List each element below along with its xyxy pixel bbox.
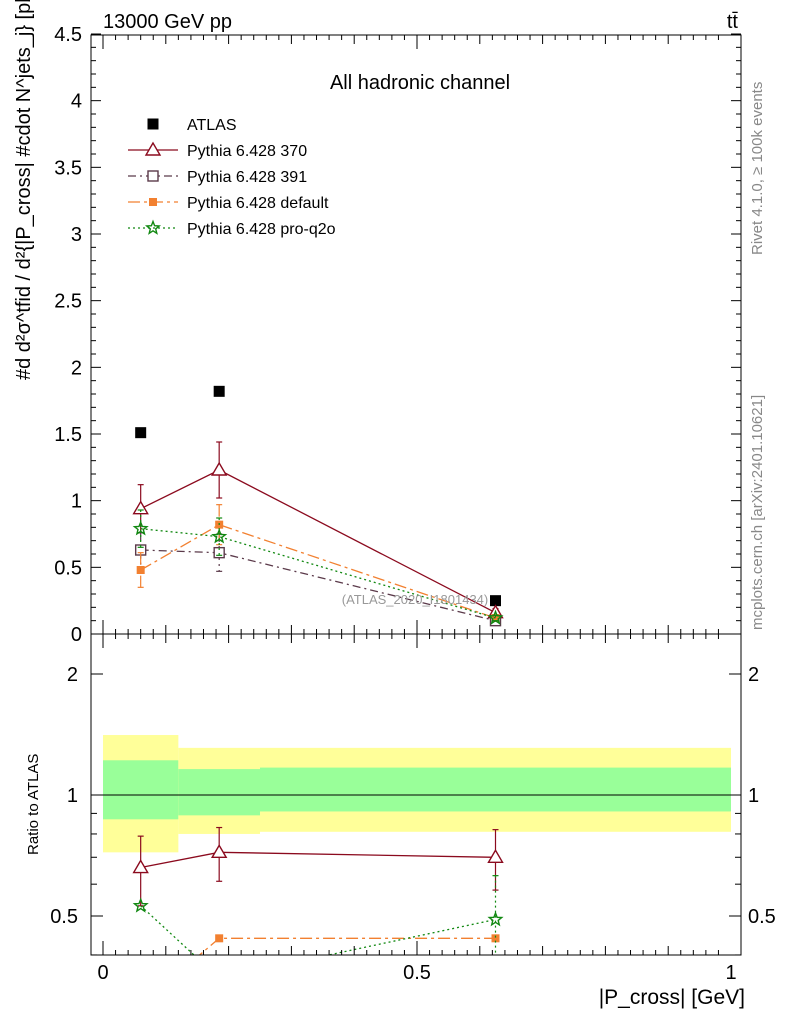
legend-label-pdefault: Pythia 6.428 default — [187, 195, 329, 212]
ratio-y-axis-label: Ratio to ATLAS — [25, 754, 42, 855]
ratio-point-p391 — [491, 964, 501, 974]
main-series-pq2o — [132, 509, 504, 625]
ratio-point-pq2o — [132, 897, 149, 913]
rivet-version-text: Rivet 4.1.0, ≥ 100k events — [749, 82, 766, 255]
ratio-point-pq2o — [213, 972, 225, 984]
main-y-axis-label-text: #d d²σ^tfid / d²{|P_cross| #cdot N^jets_… — [13, 0, 35, 380]
ratio-series-pq2o — [132, 875, 504, 984]
ratio-series-pdefault — [137, 934, 500, 1009]
main-point-p370 — [210, 461, 228, 476]
x-axis-label: |P_cross| [GeV] — [599, 986, 745, 1009]
main-point-pq2o — [211, 528, 228, 544]
ratio-band-inner — [103, 760, 179, 820]
legend-marker-pdefault — [149, 198, 157, 206]
ratio-line-pq2o — [140, 905, 496, 955]
ratio-uncertainty-bands — [103, 735, 731, 853]
main-line-pq2o — [140, 528, 496, 619]
mcplots-credit-text: mcplots.cern.ch [arXiv:2401.10621] — [749, 395, 766, 630]
legend-entry-pdefault: Pythia 6.428 default — [128, 195, 329, 212]
legend-label-p391: Pythia 6.428 391 — [187, 169, 307, 186]
ratio-y-tick-label-right: 1 — [748, 785, 759, 807]
legend-marker-p370 — [144, 141, 162, 156]
channel-title: All hadronic channel — [330, 72, 510, 94]
ratio-y-tick-label: 2 — [67, 664, 78, 686]
legend-label-atlas: ATLAS — [187, 117, 237, 134]
main-y-tick-label: 2 — [71, 357, 82, 379]
legend-marker-atlas — [147, 118, 159, 130]
legend-entry-pq2o: Pythia 6.428 pro-q2o — [128, 219, 336, 238]
main-y-tick-label: 1.5 — [54, 424, 82, 446]
ratio-point-p370 — [210, 843, 228, 859]
main-point-pq2o — [132, 520, 149, 536]
ratio-y-tick-label: 0.5 — [50, 906, 78, 928]
analysis-watermark: (ATLAS_2020_I1801434) — [342, 592, 488, 607]
ratio-line-p391 — [141, 969, 496, 989]
ratio-x-tick-label: 1 — [725, 962, 736, 984]
ratio-point-pq2o — [487, 910, 504, 927]
ratio-point-pdefault — [215, 934, 224, 943]
main-y-tick-label-zero: 0 — [71, 624, 82, 646]
main-y-tick-label: 4.5 — [54, 24, 82, 46]
main-point-pq2o — [487, 609, 504, 625]
main-y-tick-label: 4 — [71, 91, 82, 113]
main-point-atlas — [135, 427, 147, 439]
ratio-point-pdefault — [491, 934, 500, 943]
ratio-point-p370 — [487, 848, 504, 863]
ratio-point-p391 — [214, 984, 224, 994]
legend-label-pq2o: Pythia 6.428 pro-q2o — [187, 221, 336, 238]
main-y-tick-label: 3 — [71, 224, 82, 246]
main-point-pdefault — [136, 566, 145, 574]
main-point-atlas — [490, 595, 501, 607]
legend-entry-atlas: ATLAS — [147, 117, 237, 134]
main-y-tick-label: 0.5 — [54, 557, 82, 579]
ratio-band-inner — [260, 767, 731, 812]
process-label: tt̄ — [727, 11, 739, 33]
ratio-plot-series — [132, 826, 504, 1009]
main-series-p391 — [134, 532, 502, 627]
legend-entry-p391: Pythia 6.428 391 — [128, 169, 307, 186]
main-line-pdefault — [140, 523, 496, 619]
ratio-line-pdefault — [198, 937, 496, 955]
main-point-p370 — [132, 500, 149, 515]
ratio-series-p391 — [136, 964, 501, 994]
ratio-y-tick-label-right: 2 — [748, 664, 759, 686]
energy-label: 13000 GeV pp — [103, 11, 232, 33]
legend: ATLAS Pythia 6.428 370 Pythia 6.428 391 Pyt… — [128, 117, 336, 238]
main-y-tick-label: 2.5 — [54, 291, 82, 313]
main-y-tick-label: 3.5 — [54, 157, 82, 179]
ratio-series-p370 — [132, 826, 504, 907]
main-point-p391 — [213, 546, 225, 559]
legend-label-p370: Pythia 6.428 370 — [187, 143, 307, 160]
ratio-x-tick-label: 0.5 — [403, 962, 431, 984]
legend-marker-pq2o — [144, 219, 162, 235]
ratio-y-tick-label-right: 0.5 — [748, 906, 776, 928]
ratio-y-tick-label: 1 — [67, 785, 78, 807]
main-series-atlas — [135, 385, 501, 607]
axes-ticks: 0.5 1 1.5 2 2.5 3 3.5 4 4.5 0 0 0.5 1 0.5 0.5 1 1 2 2 — [50, 24, 776, 984]
ratio-line-p370 — [140, 851, 496, 869]
main-plot-series — [132, 385, 504, 627]
ratio-point-p391 — [136, 964, 146, 974]
main-point-atlas — [213, 385, 225, 397]
ratio-x-tick-label: 0 — [97, 962, 108, 984]
legend-entry-p370: Pythia 6.428 370 — [128, 141, 307, 160]
legend-marker-p391 — [147, 170, 159, 182]
ratio-point-p370 — [132, 859, 149, 874]
ratio-point-pdefault — [137, 1001, 145, 1009]
main-y-axis-label: #d d²σ^tfid / d²{|P_cross| #cdot N^jets_… — [13, 0, 35, 380]
main-y-tick-label: 1 — [71, 491, 82, 513]
ratio-band-inner — [178, 769, 260, 816]
